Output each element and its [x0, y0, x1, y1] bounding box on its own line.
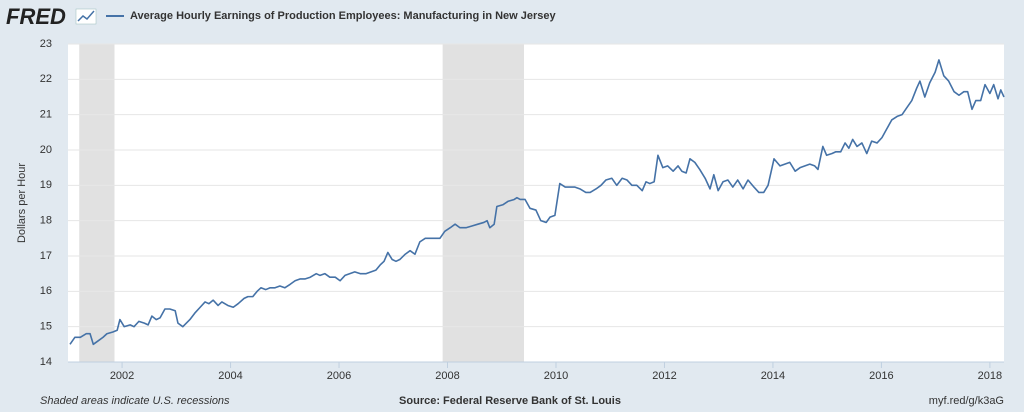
legend-label: Average Hourly Earnings of Production Em… [130, 10, 557, 22]
recession-note: Shaded areas indicate U.S. recessions [40, 395, 230, 407]
y-tick-label: 23 [40, 38, 52, 50]
short-url: myf.red/g/k3aG [929, 395, 1004, 407]
brand-logo: FRED [6, 4, 66, 29]
x-tick-label: 2006 [327, 370, 351, 382]
recession-band [79, 44, 115, 362]
y-tick-label: 17 [40, 250, 52, 262]
y-tick-label: 15 [40, 321, 52, 333]
y-tick-label: 19 [40, 179, 52, 191]
plot-area [68, 44, 1004, 362]
x-tick-label: 2008 [435, 370, 459, 382]
x-tick-label: 2016 [869, 370, 893, 382]
y-tick-label: 16 [40, 285, 52, 297]
y-tick-label: 21 [40, 109, 52, 121]
logo-icon [75, 8, 97, 25]
y-tick-label: 22 [40, 73, 52, 85]
x-tick-label: 2010 [544, 370, 568, 382]
y-tick-label: 18 [40, 215, 52, 227]
y-tick-label: 20 [40, 144, 52, 156]
recession-band [442, 44, 524, 362]
source: Source: Federal Reserve Bank of St. Loui… [399, 395, 621, 407]
x-tick-label: 2014 [761, 370, 785, 382]
x-tick-label: 2018 [978, 370, 1002, 382]
y-axis-label: Dollars per Hour [16, 163, 28, 243]
x-tick-label: 2002 [110, 370, 134, 382]
y-tick-label: 14 [40, 356, 52, 368]
x-tick-label: 2012 [652, 370, 676, 382]
x-tick-label: 2004 [218, 370, 242, 382]
series-line [69, 59, 1005, 346]
